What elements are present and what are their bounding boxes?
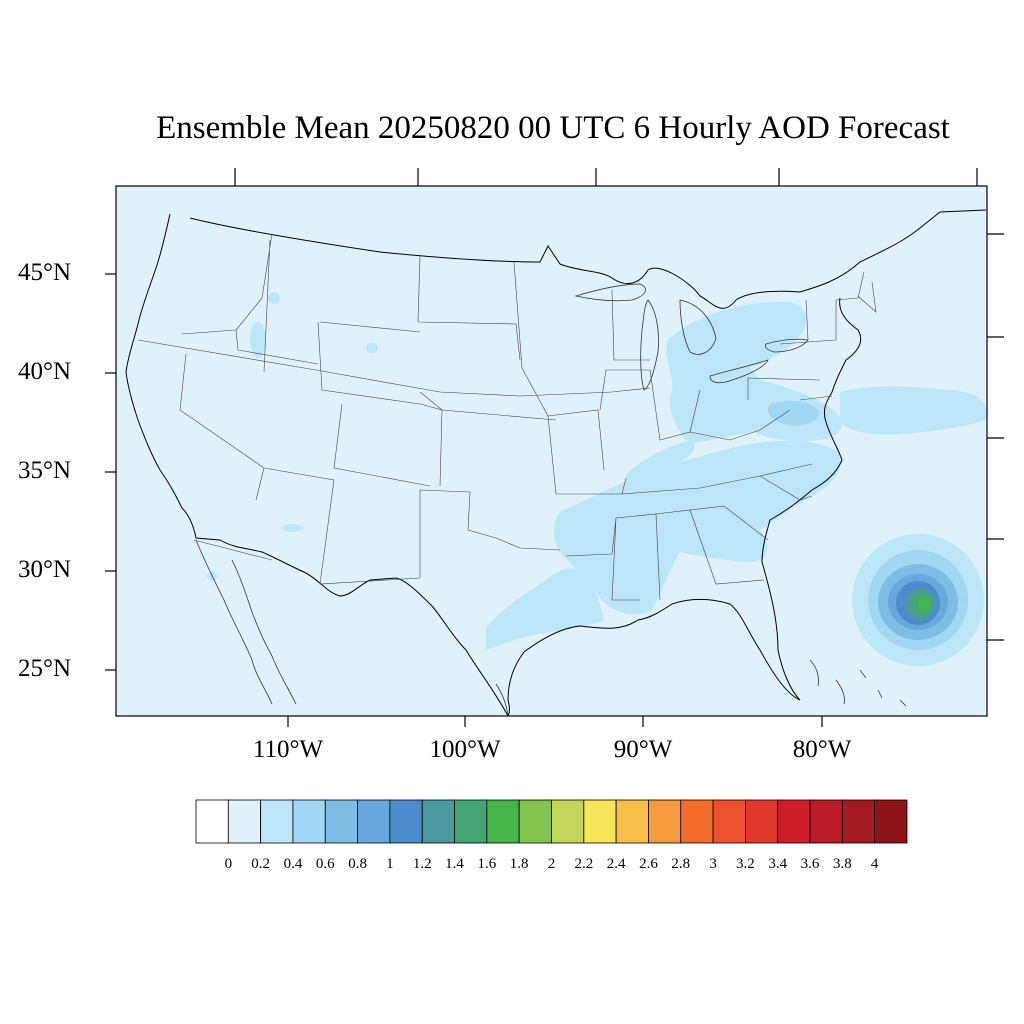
colorbar-swatch [583, 799, 617, 844]
aod-plume-core [918, 596, 930, 612]
aod-patch-montana [268, 292, 280, 304]
lake-huron [679, 299, 717, 355]
colorbar-swatch [292, 799, 326, 844]
colorbar-swatch [615, 799, 649, 844]
colorbar-tick-label: 1 [386, 856, 394, 872]
colorbar-tick-label: 4 [870, 856, 879, 872]
map-frame [115, 185, 988, 717]
colorbar-tick-label: 0.8 [348, 856, 367, 872]
us-outline [125, 209, 987, 716]
colorbar-tick-label: 0.6 [315, 856, 335, 872]
colorbar-swatch [648, 799, 682, 844]
lat-label-35n: 35°N [18, 457, 72, 484]
colorbar-tick-label: 1.4 [445, 856, 464, 872]
lat-label-40n: 40°N [18, 358, 72, 385]
colorbar-tick-label: 3.2 [736, 856, 755, 872]
colorbar-tick-label: 2.2 [574, 856, 594, 872]
colorbar-tick-label: 2 [547, 856, 556, 872]
colorbar-swatch [712, 799, 746, 844]
colorbar-tick-label: 2.4 [606, 856, 626, 872]
colorbar-swatch [227, 799, 262, 844]
colorbar-swatch [454, 799, 488, 844]
colorbar-swatch [486, 799, 520, 844]
colorbar-swatch [745, 799, 779, 844]
lat-label-30n: 30°N [18, 556, 72, 583]
colorbar-swatch [421, 799, 455, 844]
colorbar-swatch [680, 799, 714, 844]
colorbar-tick-label: 3.6 [800, 856, 820, 872]
aod-patch-idaho [250, 322, 266, 358]
colorbar-tick-label: 0 [224, 856, 233, 872]
lake-michigan [640, 299, 659, 391]
colorbar-swatch [357, 799, 391, 844]
lat-label-45n: 45°N [18, 259, 72, 286]
lake-erie [709, 359, 769, 384]
colorbar-tick-label: 3.4 [768, 856, 788, 872]
colorbar-swatch [777, 799, 811, 844]
lon-label-90w: 90°W [613, 736, 673, 763]
lake-superior [574, 283, 646, 302]
baja-coast [195, 539, 297, 705]
colorbar-tick-label: 1.6 [477, 856, 497, 872]
colorbar-tick-label: 0.4 [283, 856, 303, 872]
colorbar-swatch [551, 799, 585, 844]
colorbar-tick-label: 1.8 [509, 856, 529, 872]
lon-label-100w: 100°W [429, 736, 501, 763]
aod-region-gulf [486, 568, 604, 650]
colorbar-swatch [518, 799, 552, 844]
aod-region-southeast [554, 440, 841, 615]
axis-ticks [105, 168, 1004, 727]
colorbar-tick-label: 2.8 [671, 856, 691, 872]
lon-label-80w: 80°W [792, 736, 852, 763]
lon-label-110w: 110°W [252, 736, 324, 763]
colorbar-swatch [260, 799, 294, 844]
state-borders [137, 233, 877, 601]
lake-ontario [765, 338, 809, 353]
map-boundaries [125, 209, 987, 716]
aod-region-ohio-band [626, 440, 695, 490]
colorbar-swatch [841, 799, 876, 844]
map-title: Ensemble Mean 20250820 00 UTC 6 Hourly A… [156, 110, 950, 146]
mexico-gulf-coast [495, 683, 509, 716]
colorbar-swatch [874, 799, 908, 844]
colorbar-tick-label: 3 [709, 856, 717, 872]
aod-region-mid-atlantic [767, 400, 820, 426]
colorbar-tick-label: 3.8 [832, 856, 852, 872]
colorbar [195, 799, 908, 844]
colorbar-swatch [324, 799, 358, 844]
aod-contours [207, 292, 987, 666]
colorbar-tick-label: 1.2 [412, 856, 432, 872]
lat-label-25n: 25°N [18, 655, 72, 682]
aod-patch-wyoming [366, 343, 378, 353]
aod-region-atlantic [840, 386, 987, 435]
colorbar-swatch [195, 799, 229, 844]
bahamas-islands [809, 659, 907, 707]
colorbar-swatch [809, 799, 843, 844]
aod-patch-arizona [282, 524, 302, 532]
colorbar-swatch [389, 799, 423, 844]
colorbar-tick-label: 2.6 [639, 856, 658, 872]
colorbar-tick-label: 0.2 [251, 856, 270, 872]
